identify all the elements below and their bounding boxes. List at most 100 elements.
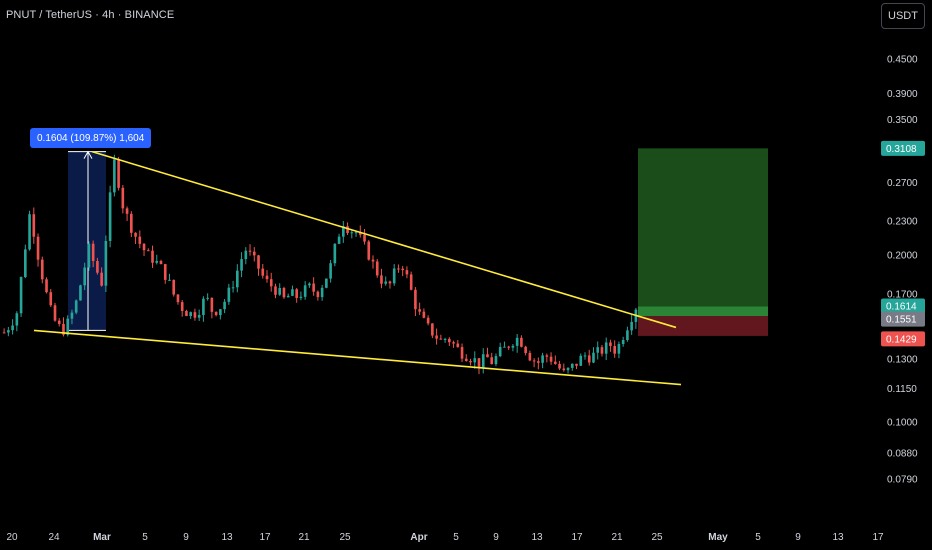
candle-body	[554, 361, 557, 364]
candle-body	[384, 281, 388, 284]
candle-body	[524, 346, 527, 353]
candle-body	[2, 332, 6, 334]
candle-body	[32, 214, 36, 237]
candle-body	[358, 232, 362, 235]
candle-body	[537, 361, 540, 363]
candle-body	[405, 270, 409, 275]
candle-body	[24, 249, 27, 278]
candle-body	[418, 309, 421, 312]
candle-body	[197, 314, 201, 318]
candle-body	[426, 317, 430, 324]
candle-body	[630, 321, 633, 331]
candle-body	[532, 360, 536, 362]
price-tick-label: 0.3900	[887, 89, 918, 100]
time-tick-label: 25	[339, 532, 351, 543]
candle-body	[62, 323, 65, 335]
trendline-lower	[33, 329, 682, 386]
candle-body	[172, 279, 176, 295]
candle-body	[609, 342, 612, 347]
candle-body	[439, 338, 443, 340]
candle-body	[626, 330, 629, 341]
candle-body	[473, 358, 477, 363]
candle-body	[350, 232, 354, 234]
candle-body	[125, 208, 129, 214]
candle-body	[176, 294, 180, 303]
price-tick-label: 0.1000	[887, 418, 918, 429]
candle-body	[621, 340, 625, 345]
candle-body	[448, 338, 451, 343]
price-tick-label: 0.3500	[887, 115, 918, 126]
candle-body	[562, 368, 566, 371]
candle-body	[583, 355, 587, 357]
candle-body	[274, 286, 277, 295]
candle-body	[409, 274, 413, 290]
candle-body	[11, 325, 14, 331]
candle-body	[507, 346, 510, 348]
candle-body	[269, 279, 273, 287]
candle-body	[206, 297, 209, 299]
candle-body	[443, 338, 447, 340]
candle-body	[469, 360, 472, 363]
price-axis[interactable]: 0.4500 0.3900 0.3500 0.2700 0.2300 0.2000 0.17…	[887, 55, 918, 486]
candle-body	[155, 260, 159, 263]
candle-body	[528, 352, 532, 361]
time-tick-label: 5	[755, 532, 761, 543]
time-tick-label: May	[708, 532, 728, 543]
trendlines	[33, 150, 682, 386]
candle-body	[380, 275, 383, 284]
stop-zone	[638, 316, 768, 336]
price-tick-label: 0.1700	[887, 289, 918, 300]
candle-body	[600, 347, 604, 354]
time-tick-label: 17	[571, 532, 583, 543]
time-tick-label: 9	[493, 532, 499, 543]
candle-body	[320, 287, 324, 298]
candle-body	[587, 355, 591, 363]
candle-body	[142, 243, 146, 251]
candle-body	[401, 268, 404, 271]
position-zones	[638, 148, 768, 336]
time-axis[interactable]: 20 24 Mar 5 9 13 17 21 25 Apr 5 9 13 17 21 25 May 5 9 13 17	[6, 532, 884, 543]
candle-body	[146, 250, 150, 252]
price-badge-label: 0.1551	[886, 315, 917, 326]
candle-body	[494, 356, 498, 365]
candle-body	[151, 250, 154, 263]
candle-body	[452, 342, 455, 344]
time-tick-label: 21	[611, 532, 623, 543]
candle-body	[28, 214, 31, 250]
candle-body	[7, 330, 10, 333]
candle-body	[57, 320, 61, 324]
price-tick-label: 0.4500	[887, 55, 918, 66]
candle-body	[134, 232, 137, 237]
price-tick-label: 0.2700	[887, 178, 918, 189]
candle-body	[66, 318, 70, 335]
candle-body	[511, 345, 515, 348]
price-badge-label: 0.1614	[886, 302, 917, 313]
candle-body	[286, 295, 290, 298]
candle-body	[371, 259, 375, 262]
candle-body	[316, 291, 320, 298]
candle-body	[210, 297, 214, 312]
currency-selector-button[interactable]: USDT	[881, 3, 925, 29]
candle-body	[549, 356, 553, 362]
candle-body	[414, 289, 417, 310]
candle-body	[464, 358, 468, 361]
price-badge	[881, 140, 925, 156]
candle-body	[435, 335, 438, 339]
time-tick-label: Mar	[93, 532, 111, 543]
candle-body	[214, 311, 218, 316]
candle-body	[49, 292, 53, 306]
candle-body	[265, 275, 269, 280]
candle-body	[219, 309, 222, 316]
candle-body	[227, 287, 231, 302]
candle-body	[240, 259, 243, 271]
candle-body	[185, 310, 188, 317]
candle-body	[346, 226, 349, 234]
candle-body	[545, 355, 549, 357]
time-tick-label: 17	[872, 532, 884, 543]
candle-body	[91, 243, 95, 262]
candle-body	[278, 287, 282, 295]
candle-body	[392, 268, 396, 284]
candle-body	[261, 268, 265, 276]
candle-body	[36, 236, 40, 260]
